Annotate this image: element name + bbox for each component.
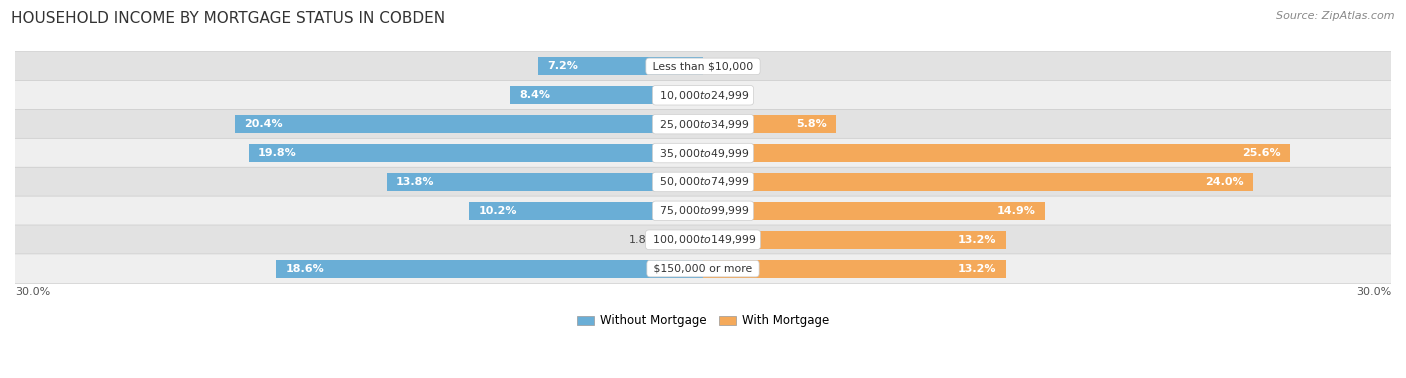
Text: 14.9%: 14.9% (997, 206, 1036, 216)
Bar (387, 173, 703, 191)
Text: $10,000 to $24,999: $10,000 to $24,999 (655, 89, 751, 102)
Text: $25,000 to $34,999: $25,000 to $34,999 (655, 118, 751, 131)
Bar (510, 86, 703, 104)
Bar (277, 260, 703, 277)
Bar (703, 231, 1005, 249)
Text: 25.6%: 25.6% (1243, 148, 1281, 158)
Text: 8.4%: 8.4% (520, 90, 551, 100)
Text: 30.0%: 30.0% (1355, 287, 1391, 297)
Bar (249, 144, 703, 162)
Text: 13.8%: 13.8% (395, 177, 434, 187)
Text: Source: ZipAtlas.com: Source: ZipAtlas.com (1277, 11, 1395, 21)
Bar (703, 115, 837, 133)
Text: $50,000 to $74,999: $50,000 to $74,999 (655, 175, 751, 189)
FancyBboxPatch shape (14, 52, 1392, 81)
FancyBboxPatch shape (14, 138, 1392, 168)
Text: 10.2%: 10.2% (478, 206, 517, 216)
Text: 1.8%: 1.8% (628, 235, 657, 245)
Text: 7.2%: 7.2% (547, 61, 578, 71)
FancyBboxPatch shape (14, 196, 1392, 226)
Legend: Without Mortgage, With Mortgage: Without Mortgage, With Mortgage (572, 310, 834, 332)
Text: 30.0%: 30.0% (15, 287, 51, 297)
Text: $75,000 to $99,999: $75,000 to $99,999 (655, 204, 751, 217)
Bar (703, 144, 1291, 162)
Text: 0.0%: 0.0% (707, 61, 735, 71)
Text: $100,000 to $149,999: $100,000 to $149,999 (648, 233, 758, 246)
Bar (662, 231, 703, 249)
Text: 0.0%: 0.0% (707, 90, 735, 100)
Text: 18.6%: 18.6% (285, 263, 325, 274)
Bar (470, 202, 703, 220)
Text: 20.4%: 20.4% (245, 119, 283, 129)
Text: $150,000 or more: $150,000 or more (650, 263, 756, 274)
FancyBboxPatch shape (14, 109, 1392, 139)
Bar (703, 260, 1005, 277)
FancyBboxPatch shape (14, 254, 1392, 284)
Text: 5.8%: 5.8% (796, 119, 827, 129)
Text: 19.8%: 19.8% (259, 148, 297, 158)
Text: Less than $10,000: Less than $10,000 (650, 61, 756, 71)
Bar (235, 115, 703, 133)
Text: HOUSEHOLD INCOME BY MORTGAGE STATUS IN COBDEN: HOUSEHOLD INCOME BY MORTGAGE STATUS IN C… (11, 11, 446, 26)
Text: 13.2%: 13.2% (957, 263, 997, 274)
FancyBboxPatch shape (14, 167, 1392, 197)
Bar (703, 202, 1045, 220)
Text: 24.0%: 24.0% (1205, 177, 1244, 187)
FancyBboxPatch shape (14, 81, 1392, 110)
Bar (703, 173, 1253, 191)
FancyBboxPatch shape (14, 225, 1392, 254)
Bar (538, 57, 703, 75)
Text: $35,000 to $49,999: $35,000 to $49,999 (655, 147, 751, 160)
Text: 13.2%: 13.2% (957, 235, 997, 245)
